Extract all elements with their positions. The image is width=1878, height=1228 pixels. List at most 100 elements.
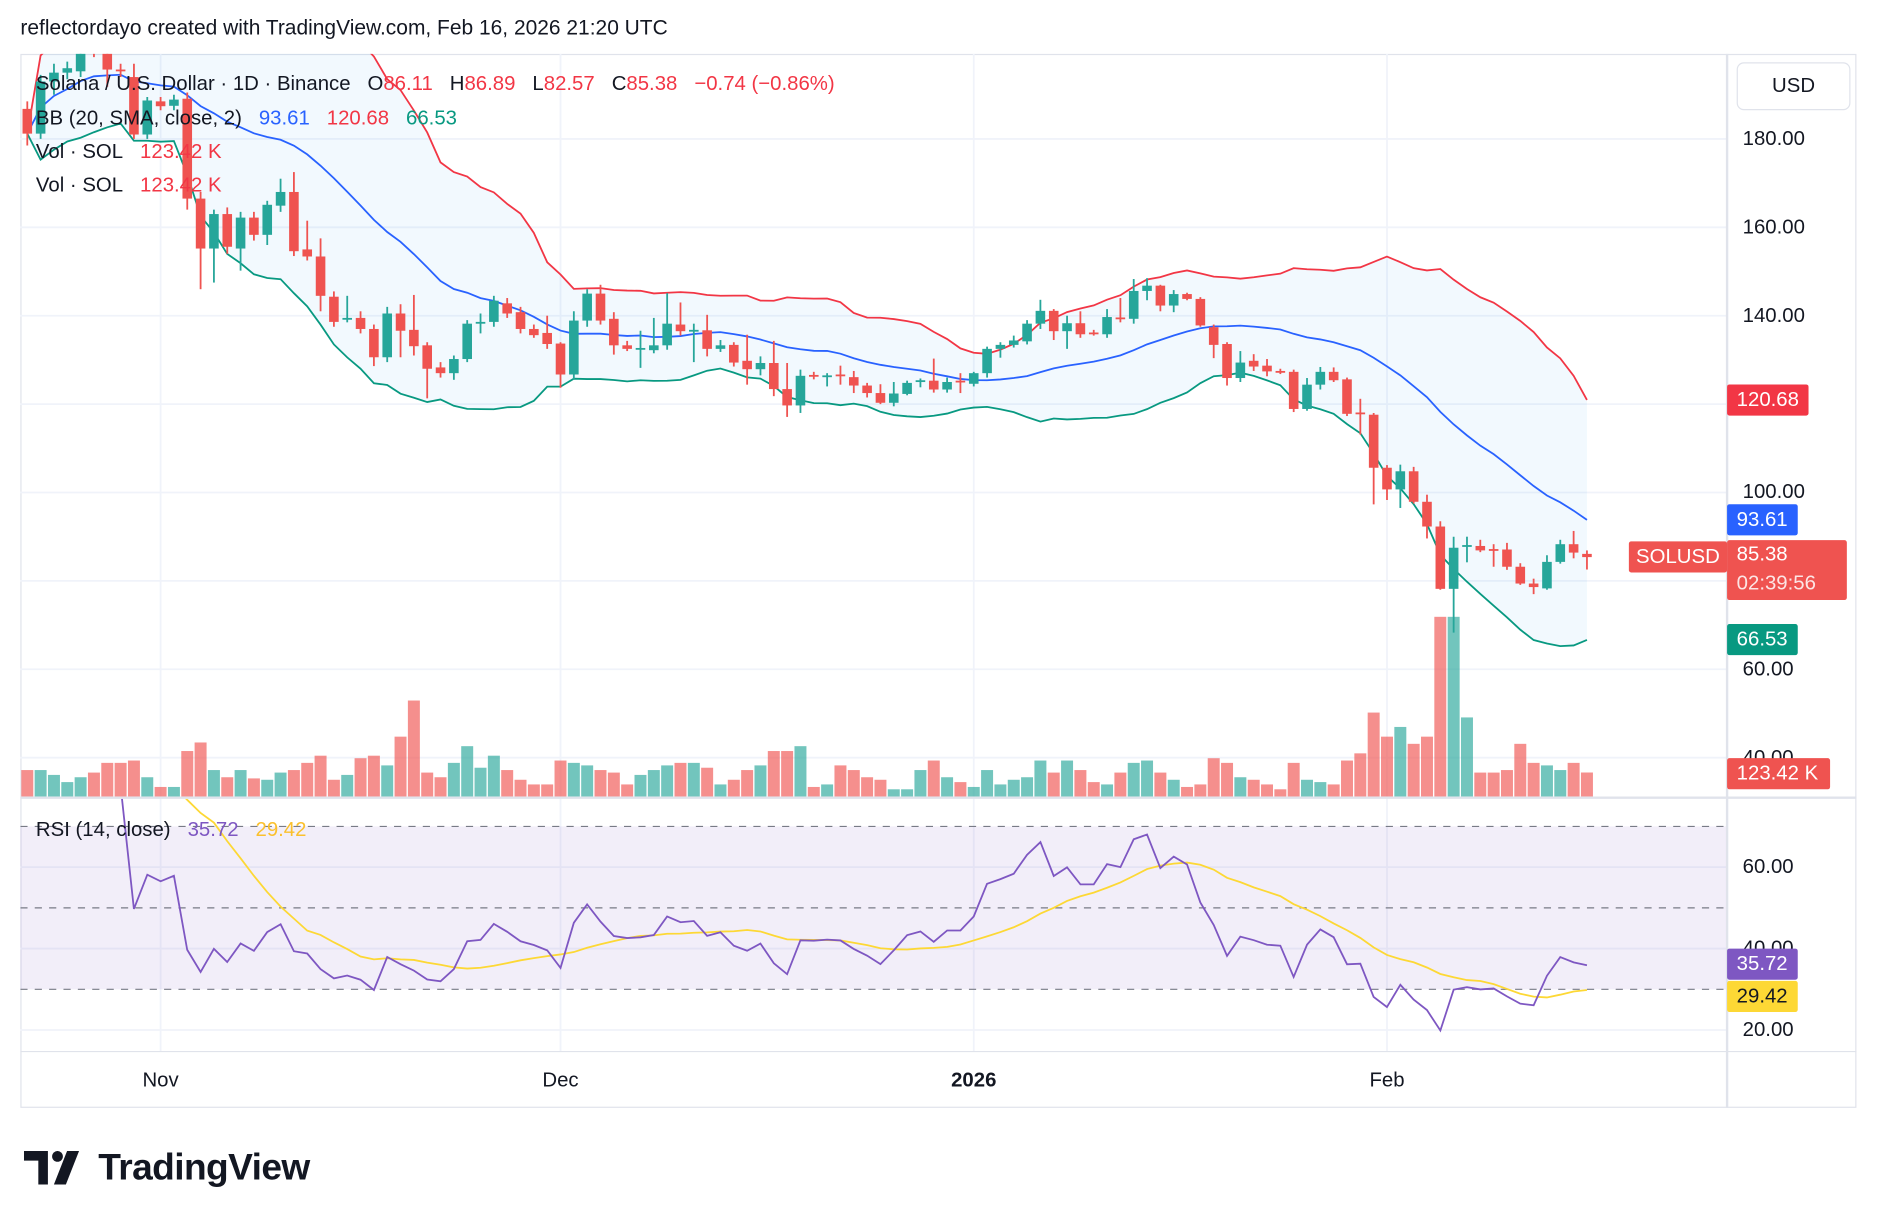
candle-body [1475,545,1486,551]
rsi-pane[interactable] [20,704,1728,1033]
candle [928,358,939,393]
legend-bb-row[interactable]: BB (20, SMA, close, 2) 93.61 120.68 66.5… [36,107,457,131]
candle-body [769,363,779,390]
candle [1275,368,1286,375]
price-pane[interactable] [21,0,1593,797]
candle [1168,290,1179,313]
candle-body [1382,467,1392,490]
candle-body [1008,340,1019,345]
bb-upper-line [26,53,1588,401]
candle [622,340,632,352]
candle-body [675,324,686,332]
candle [262,200,273,246]
volume-bar [381,765,394,797]
candle [155,96,166,111]
candle [1475,539,1486,553]
currency-button[interactable]: USD [1736,62,1851,111]
volume-bar [981,770,994,797]
volume-bar [594,770,607,797]
volume-bar [1287,762,1300,797]
candle-body [49,72,59,82]
candle-body [1182,294,1192,299]
legend-vol-row[interactable]: Vol · SOL 123.42 K [36,140,222,164]
volume-bar [1114,772,1127,797]
candle [635,330,646,368]
legend-close-label: C [611,71,627,95]
volume-bar [1047,772,1060,797]
candle-body [209,214,219,249]
volume-bar [807,786,820,797]
candle [1435,521,1446,590]
legend-rsi-label[interactable]: RSI (14, close) [35,818,171,841]
candle-body [875,393,886,403]
legend-vol-label[interactable]: Vol · SOL [35,173,124,197]
volume-bar [621,784,634,797]
candle-body [1502,549,1512,567]
volume-bar [421,772,434,797]
volume-bar [834,765,847,797]
candle-body [1408,471,1419,502]
volume-bar [781,751,794,797]
legend-vol-row[interactable]: Vol · SOL 123.42 K [36,174,222,198]
candle-body [1422,501,1432,527]
tradingview-logo[interactable]: TradingView [23,1144,310,1192]
last-price-marker: 85.38 02:39:56 [1727,540,1847,601]
volume-bar [301,762,314,797]
volume-bar [1167,779,1180,797]
volume-bar [74,777,87,797]
legend-symbol-row[interactable]: Solana / U.S. Dollar · 1D · Binance O86.… [36,72,835,96]
rsi-ma-marker: 29.42 [1727,980,1798,1013]
volume-bar [1407,743,1420,797]
legend-vol-value: 123.42 K [140,140,222,163]
candle [382,306,393,363]
volume-bar [634,774,647,797]
volume-bar [1554,770,1567,797]
candle-body [235,217,246,249]
volume-bar [1301,779,1314,797]
legend-bb-label[interactable]: BB (20, SMA, close, 2) [35,106,242,130]
candle-body [155,101,166,107]
candle [875,384,886,405]
candle-body [169,99,179,106]
bb-basis-marker: 93.61 [1727,504,1798,536]
candle [995,342,1006,358]
candle-body [515,312,526,329]
volume-bar [714,784,727,797]
candle-body [635,347,646,350]
legend-vol-label[interactable]: Vol · SOL [35,140,124,163]
candle [808,371,819,380]
volume-bar [21,770,34,797]
time-tick-label: 2026 [951,1068,997,1092]
candle-body [449,359,459,374]
candle [102,53,113,87]
candle [435,362,446,378]
candle-body [755,363,766,370]
volume-bar [1061,760,1074,797]
volume-bar [101,762,114,797]
candle [955,373,966,394]
legend-symbol[interactable]: Solana / U.S. Dollar · 1D · Binance [35,71,351,95]
candle [462,320,472,363]
candle-body [1142,285,1152,291]
attribution-text: reflectordayo created with TradingView.c… [20,15,668,40]
volume-bar [487,755,500,797]
symbol-marker: SOLUSD [1628,541,1727,573]
volume-bar [821,784,834,797]
candle-body [1328,371,1339,381]
candle-body [542,332,552,344]
candle [649,317,659,354]
candle [1075,311,1086,338]
volume-bar [1207,758,1220,797]
candle-body [102,53,113,70]
volume-bar [1194,784,1207,797]
candle [1528,578,1539,595]
candle [35,74,46,139]
candle [942,377,952,393]
candle-body [435,367,446,374]
candle-body [289,191,299,252]
bb-lower-line [26,122,1588,648]
candle [1262,359,1272,377]
volume-bar [1487,772,1500,797]
legend-rsi-row[interactable]: RSI (14, close) 35.72 29.42 [36,818,307,842]
